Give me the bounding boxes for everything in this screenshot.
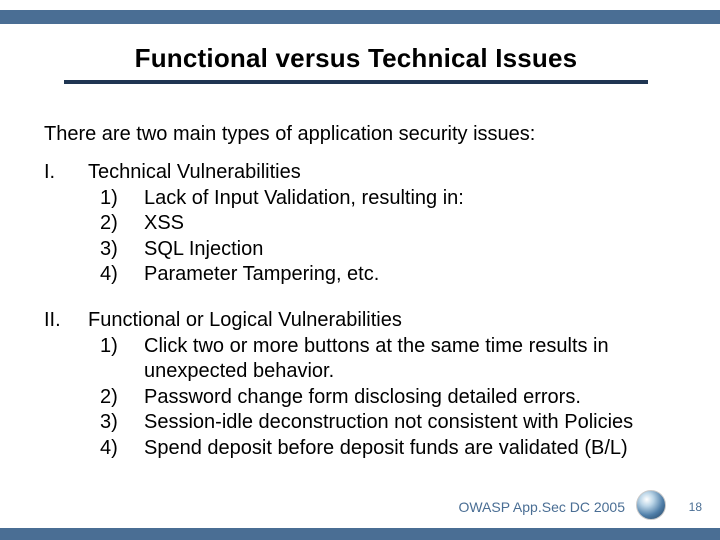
list-item: 3)SQL Injection bbox=[100, 237, 690, 263]
section-technical: I. Technical Vulnerabilities 1)Lack of I… bbox=[44, 160, 690, 288]
sublist: 1)Click two or more buttons at the same … bbox=[100, 334, 690, 462]
list-item: 4)Parameter Tampering, etc. bbox=[100, 262, 690, 288]
list-item-text: XSS bbox=[144, 211, 690, 237]
title-block: Functional versus Technical Issues bbox=[64, 44, 648, 84]
list-item-number: 1) bbox=[100, 186, 144, 212]
roman-numeral: I. bbox=[44, 160, 88, 186]
intro-text: There are two main types of application … bbox=[44, 122, 676, 147]
bottom-accent-bar bbox=[0, 528, 720, 540]
list-item-number: 4) bbox=[100, 262, 144, 288]
section-heading-row: I. Technical Vulnerabilities bbox=[44, 160, 690, 186]
list-item-number: 3) bbox=[100, 410, 144, 436]
slide: Functional versus Technical Issues There… bbox=[0, 0, 720, 540]
title-underline bbox=[64, 80, 648, 84]
sublist: 1)Lack of Input Validation, resulting in… bbox=[100, 186, 690, 288]
globe-icon bbox=[636, 490, 666, 520]
list-item-text: Parameter Tampering, etc. bbox=[144, 262, 690, 288]
list-item-number: 3) bbox=[100, 237, 144, 263]
section-heading-row: II. Functional or Logical Vulnerabilitie… bbox=[44, 308, 690, 334]
section-heading: Technical Vulnerabilities bbox=[88, 160, 690, 186]
list-item-text: Lack of Input Validation, resulting in: bbox=[144, 186, 690, 212]
list-item: 1)Click two or more buttons at the same … bbox=[100, 334, 690, 385]
list-item-text: SQL Injection bbox=[144, 237, 690, 263]
list-item-text: Click two or more buttons at the same ti… bbox=[144, 334, 690, 385]
list-item-text: Spend deposit before deposit funds are v… bbox=[144, 436, 690, 462]
list-item-number: 1) bbox=[100, 334, 144, 360]
list-item: 4)Spend deposit before deposit funds are… bbox=[100, 436, 690, 462]
top-accent-bar bbox=[0, 10, 720, 24]
list-item-number: 2) bbox=[100, 211, 144, 237]
page-number: 18 bbox=[689, 500, 702, 514]
list-item-text: Password change form disclosing detailed… bbox=[144, 385, 690, 411]
list-item-number: 2) bbox=[100, 385, 144, 411]
section-heading: Functional or Logical Vulnerabilities bbox=[88, 308, 690, 334]
list-item-text: Session-idle deconstruction not consiste… bbox=[144, 410, 690, 436]
list-item: 1)Lack of Input Validation, resulting in… bbox=[100, 186, 690, 212]
list-item: 3)Session-idle deconstruction not consis… bbox=[100, 410, 690, 436]
list-item: 2)XSS bbox=[100, 211, 690, 237]
footer-text: OWASP App.Sec DC 2005 bbox=[458, 499, 625, 515]
slide-title: Functional versus Technical Issues bbox=[64, 44, 648, 74]
list-item-number: 4) bbox=[100, 436, 144, 462]
roman-numeral: II. bbox=[44, 308, 88, 334]
section-functional: II. Functional or Logical Vulnerabilitie… bbox=[44, 308, 690, 462]
list-item: 2)Password change form disclosing detail… bbox=[100, 385, 690, 411]
